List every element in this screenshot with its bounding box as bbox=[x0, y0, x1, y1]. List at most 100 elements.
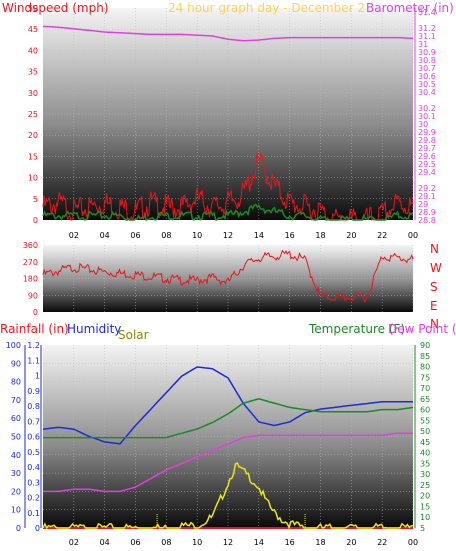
compass-label-n-bottom: N bbox=[430, 317, 439, 331]
x-tick-label: 08 bbox=[161, 538, 171, 547]
baro-y-tick: 29.9 bbox=[418, 128, 436, 137]
x-tick-label: 20 bbox=[346, 538, 356, 547]
temp-y-tick: 90 bbox=[420, 341, 430, 350]
temp-y-tick: 50 bbox=[420, 427, 430, 436]
wind-y-tick: 45 bbox=[28, 25, 38, 34]
wind-y-tick: 30 bbox=[28, 89, 38, 98]
dir-y-tick: 180 bbox=[23, 275, 38, 284]
baro-y-tick: 30.1 bbox=[418, 112, 436, 121]
rain-y-tick: 1.1 bbox=[27, 356, 40, 365]
temp-y-tick: 20 bbox=[420, 492, 430, 501]
rain-y-tick: 0.6 bbox=[27, 433, 40, 442]
temp-y-tick: 65 bbox=[420, 395, 430, 404]
dewpoint-axis-label: Dew Point ( bbox=[388, 322, 456, 336]
temp-y-tick: 45 bbox=[420, 438, 430, 447]
x-tick-label: 14 bbox=[254, 538, 264, 547]
baro-y-tick: 31.1 bbox=[418, 32, 436, 41]
rain-y-tick: 0.3 bbox=[27, 478, 40, 487]
rain-y-tick: 0.5 bbox=[27, 448, 40, 457]
baro-y-tick: 29.6 bbox=[418, 152, 436, 161]
wind-y-tick: 20 bbox=[28, 131, 38, 140]
humidity-y-tick: 40 bbox=[11, 451, 21, 460]
dir-y-tick: 270 bbox=[23, 258, 38, 267]
x-tick-label: 22 bbox=[377, 231, 387, 240]
x-tick-label: 10 bbox=[192, 231, 202, 240]
solar-axis-label: Solar bbox=[118, 328, 149, 342]
x-tick-label: 14 bbox=[254, 231, 264, 240]
humidity-y-tick: 0 bbox=[16, 524, 21, 533]
baro-y-tick: 31.2 bbox=[418, 24, 436, 33]
wind-y-tick: 10 bbox=[28, 174, 38, 183]
baro-y-tick: 29.2 bbox=[418, 184, 436, 193]
humidity-y-tick: 20 bbox=[11, 487, 21, 496]
baro-y-tick: 30.4 bbox=[418, 88, 436, 97]
baro-y-tick: 28.8 bbox=[418, 216, 436, 225]
humidity-axis-label: Humidity bbox=[67, 322, 121, 336]
temp-y-tick: 75 bbox=[420, 373, 430, 382]
rainfall-axis-label: Rainfall (in) bbox=[0, 322, 69, 336]
wind-y-tick: 50 bbox=[28, 4, 38, 13]
x-tick-label: 06 bbox=[130, 538, 140, 547]
rain-y-tick: 0.9 bbox=[27, 387, 40, 396]
baro-y-tick: 29.5 bbox=[418, 160, 436, 169]
humidity-y-tick: 70 bbox=[11, 396, 21, 405]
x-tick-label: 22 bbox=[377, 538, 387, 547]
baro-y-tick: 30 bbox=[418, 120, 428, 129]
windspeed-axis-label: Windspeed (mph) bbox=[2, 1, 109, 15]
temp-y-tick: 80 bbox=[420, 363, 430, 372]
x-tick-label: 00 bbox=[408, 538, 418, 547]
x-tick-label: 06 bbox=[130, 231, 140, 240]
wind-y-tick: 15 bbox=[28, 152, 38, 161]
baro-y-tick: 29.1 bbox=[418, 192, 436, 201]
x-tick-label: 12 bbox=[223, 538, 233, 547]
temp-y-tick: 5 bbox=[420, 524, 425, 533]
baro-y-tick: 30.5 bbox=[418, 80, 436, 89]
baro-y-tick: 30.7 bbox=[418, 64, 436, 73]
compass-label-e: E bbox=[430, 299, 438, 313]
wind-y-tick: 0 bbox=[33, 216, 38, 225]
chart-title: 24 hour graph day - December 2 bbox=[168, 1, 365, 15]
baro-y-tick: 30.8 bbox=[418, 56, 436, 65]
x-tick-label: 12 bbox=[223, 231, 233, 240]
rain-y-tick: 0.7 bbox=[27, 417, 40, 426]
temp-y-tick: 70 bbox=[420, 384, 430, 393]
temp-y-tick: 25 bbox=[420, 481, 430, 490]
baro-y-tick: 30.9 bbox=[418, 48, 436, 57]
temp-y-tick: 30 bbox=[420, 470, 430, 479]
temperature-axis-label: Temperature (F) bbox=[308, 322, 405, 336]
compass-label-s: S bbox=[430, 280, 438, 294]
x-tick-label: 00 bbox=[408, 231, 418, 240]
humidity-y-tick: 30 bbox=[11, 469, 21, 478]
x-tick-label: 16 bbox=[285, 538, 295, 547]
rain-y-tick: 0.1 bbox=[27, 509, 40, 518]
dewpoint-line bbox=[43, 432, 413, 493]
rain-y-tick: 0 bbox=[35, 524, 40, 533]
temp-y-tick: 85 bbox=[420, 352, 430, 361]
barometer-axis-label: Barometer (in) bbox=[366, 1, 454, 15]
grid bbox=[24, 8, 416, 528]
x-tick-label: 16 bbox=[285, 231, 295, 240]
baro-y-tick: 30.2 bbox=[418, 104, 436, 113]
temp-y-tick: 60 bbox=[420, 406, 430, 415]
x-tick-label: 04 bbox=[100, 231, 110, 240]
humidity-y-tick: 10 bbox=[11, 506, 21, 515]
x-tick-label: 04 bbox=[100, 538, 110, 547]
solar-line bbox=[42, 461, 414, 530]
wind-y-tick: 25 bbox=[28, 110, 38, 119]
x-tick-label: 02 bbox=[69, 231, 79, 240]
x-tick-label: 18 bbox=[315, 231, 325, 240]
dir-y-tick: 90 bbox=[28, 291, 38, 300]
dir-y-tick: 360 bbox=[23, 241, 38, 250]
dir-y-tick: 0 bbox=[33, 308, 38, 317]
baro-y-tick: 28.9 bbox=[418, 208, 436, 217]
humidity-line bbox=[42, 366, 413, 445]
rain-y-tick: 0.4 bbox=[27, 463, 40, 472]
baro-y-tick: 31.4 bbox=[418, 8, 436, 17]
gust-line bbox=[42, 203, 414, 222]
humidity-y-tick: 50 bbox=[11, 433, 21, 442]
compass-label-w: W bbox=[430, 261, 442, 275]
temp-y-tick: 40 bbox=[420, 449, 430, 458]
